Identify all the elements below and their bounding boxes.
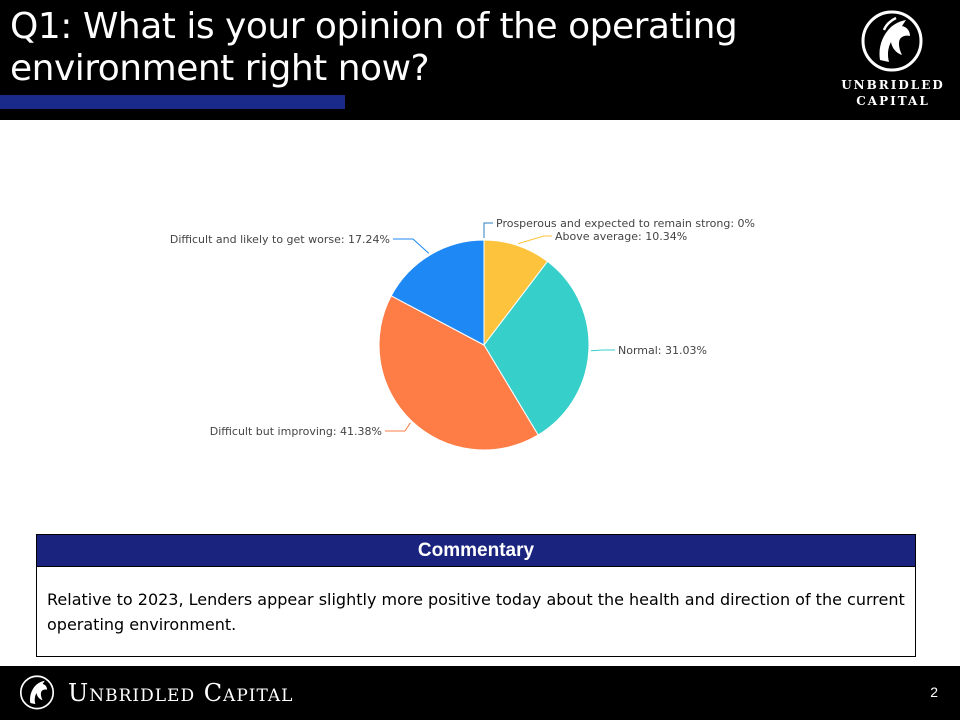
page-number: 2 (930, 684, 938, 700)
header-bar: Q1: What is your opinion of the operatin… (0, 0, 960, 120)
page-title-line-2: environment right now? (10, 48, 430, 89)
pie-slice-label: Above average: 10.34% (555, 230, 687, 243)
pie-slice (483, 260, 590, 436)
pie-chart: Prosperous and expected to remain strong… (160, 205, 800, 465)
pie-slice-label: Normal: 31.03% (618, 344, 707, 357)
pie-chart-svg: Prosperous and expected to remain strong… (170, 217, 755, 451)
footer-brand-name: Unbridled Capital (68, 679, 294, 707)
pie-leader-line (590, 349, 615, 352)
horse-head-icon (861, 10, 923, 72)
title-accent-bar (0, 95, 345, 109)
pie-leader-line (483, 222, 493, 238)
company-logo: UNBRIDLED CAPITAL (838, 8, 948, 112)
pie-slice (378, 295, 539, 451)
page-title: Q1: What is your opinion of the operatin… (10, 6, 810, 90)
page-title-line-1: Q1: What is your opinion of the operatin… (10, 6, 738, 47)
pie-slice-label: Difficult and likely to get worse: 17.24… (170, 233, 390, 246)
commentary-box: Commentary Relative to 2023, Lenders app… (36, 534, 916, 657)
footer-bar: Unbridled Capital 2 (0, 666, 960, 720)
horse-head-icon (19, 675, 55, 710)
pie-leader-line (393, 238, 430, 254)
pie-leader-line (385, 422, 411, 432)
logo-text-line-2: CAPITAL (856, 94, 930, 108)
pie-slice (390, 239, 485, 346)
pie-slice-label: Difficult but improving: 41.38% (210, 425, 382, 438)
pie-leader-line (518, 235, 552, 245)
commentary-heading: Commentary (37, 535, 915, 567)
commentary-text: Relative to 2023, Lenders appear slightl… (47, 590, 905, 634)
pie-slice-label: Prosperous and expected to remain strong… (496, 217, 755, 230)
logo-text-line-1: UNBRIDLED (841, 78, 945, 92)
